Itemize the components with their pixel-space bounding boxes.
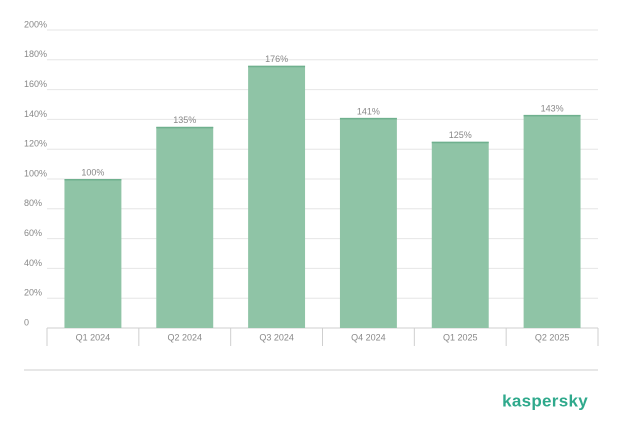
y-tick-label: 160%: [24, 79, 47, 89]
y-tick-label: 60%: [24, 228, 42, 238]
value-label: 135%: [173, 115, 196, 125]
value-label: 143%: [541, 103, 564, 113]
y-tick-label: 20%: [24, 288, 42, 298]
bar-top: [156, 126, 214, 129]
x-tick-label: Q2 2024: [167, 332, 202, 342]
value-label: 125%: [449, 130, 472, 140]
bar-top: [431, 141, 489, 144]
bar-top: [248, 65, 306, 68]
y-tick-label: 200%: [24, 19, 47, 29]
bar: [339, 117, 397, 328]
bar-top: [64, 179, 122, 181]
y-tick-label: 180%: [24, 49, 47, 59]
bar: [248, 65, 306, 328]
y-tick-label: 80%: [24, 198, 42, 208]
bar: [64, 179, 122, 328]
value-label: 100%: [81, 167, 104, 177]
bar: [156, 126, 214, 328]
brand-logo: kaspersky: [502, 391, 588, 410]
bar-top: [523, 114, 581, 117]
value-label: 176%: [265, 54, 288, 64]
y-tick-label: 100%: [24, 168, 47, 178]
y-tick-label: 40%: [24, 258, 42, 268]
y-tick-label: 0: [24, 317, 29, 327]
bar-top: [339, 117, 397, 120]
x-tick-label: Q3 2024: [259, 332, 294, 342]
bar: [523, 114, 581, 329]
x-tick-label: Q2 2025: [535, 332, 570, 342]
x-tick-label: Q4 2024: [351, 332, 386, 342]
x-tick-label: Q1 2024: [76, 332, 111, 342]
y-tick-label: 140%: [24, 109, 47, 119]
value-label: 141%: [357, 106, 380, 116]
y-tick-label: 120%: [24, 139, 47, 149]
x-tick-label: Q1 2025: [443, 332, 478, 342]
bar: [431, 141, 489, 328]
